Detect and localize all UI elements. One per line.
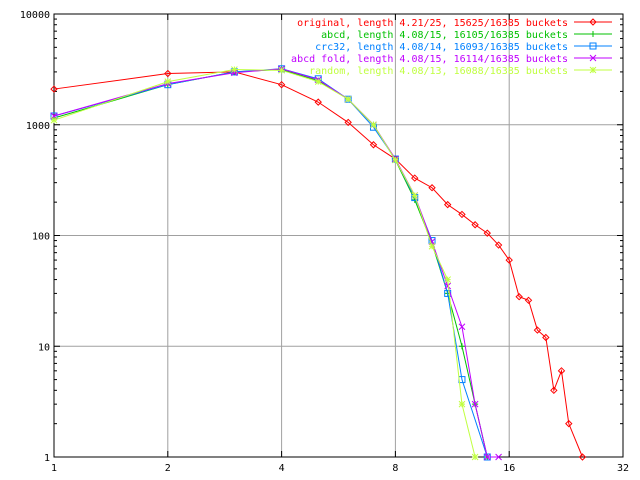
- data-point: [231, 66, 238, 73]
- data-point: [471, 221, 479, 229]
- data-point: [231, 69, 238, 77]
- data-point: [458, 323, 466, 331]
- data-point: [589, 66, 597, 74]
- data-point: [164, 78, 172, 86]
- data-point: [444, 282, 452, 290]
- data-point: [578, 453, 587, 461]
- y-tick-label: 1: [44, 453, 50, 464]
- data-point: [278, 66, 285, 74]
- data-point: [565, 419, 573, 428]
- data-point: [524, 296, 533, 304]
- data-point: [411, 192, 419, 199]
- data-point: [344, 95, 352, 103]
- legend: original, length 4.21/25, 15625/16385 bu…: [291, 18, 612, 77]
- x-tick-label: 4: [279, 463, 285, 474]
- data-point: [557, 367, 566, 375]
- data-point: [50, 85, 58, 93]
- axis-ticks: 1 2 4 8 16 32 1 10 100 1000 10000: [20, 10, 629, 474]
- y-tick-label: 1000: [26, 121, 50, 132]
- y-tick-label: 100: [32, 232, 50, 243]
- data-point: [495, 453, 502, 461]
- data-point: [458, 343, 465, 350]
- x-tick-label: 1: [51, 463, 57, 474]
- data-point: [458, 210, 466, 219]
- data-point: [533, 326, 542, 334]
- data-point: [515, 293, 523, 301]
- series-5: [50, 66, 479, 461]
- x-tick-label: 16: [503, 463, 515, 474]
- data-point: [542, 333, 550, 342]
- data-point: [369, 141, 378, 149]
- series-line: [53, 71, 583, 458]
- data-point: [50, 116, 58, 124]
- series-layer: [50, 65, 587, 461]
- data-point: [428, 184, 436, 192]
- series-line: [53, 68, 499, 458]
- legend-label: random, length 4.08/13, 16088/16385 buck…: [309, 66, 568, 77]
- grid: [54, 14, 623, 457]
- data-point: [314, 78, 322, 86]
- series-line: [53, 69, 488, 458]
- data-point: [550, 386, 558, 395]
- data-point: [314, 98, 322, 106]
- series-line: [53, 69, 476, 458]
- legend-label: abcd fold, length 4.08/15, 16114/16385 b…: [291, 54, 568, 65]
- data-point: [458, 400, 466, 408]
- data-point: [370, 121, 377, 129]
- data-point: [428, 242, 436, 250]
- series-line: [53, 68, 488, 458]
- legend-label: abcd, length 4.08/15, 16105/16385 bucket…: [321, 30, 568, 41]
- data-point: [505, 256, 513, 264]
- series-2: [51, 66, 491, 460]
- data-point: [164, 69, 172, 78]
- data-point: [589, 18, 597, 26]
- data-point: [411, 174, 419, 182]
- data-point: [483, 229, 491, 237]
- x-tick-label: 8: [392, 463, 398, 474]
- data-point: [444, 276, 452, 283]
- legend-label: crc32, length 4.08/14, 16093/16385 bucke…: [315, 42, 568, 53]
- data-point: [494, 241, 503, 249]
- data-point: [590, 31, 596, 37]
- y-tick-label: 10: [38, 342, 50, 353]
- x-tick-label: 32: [617, 463, 629, 474]
- data-point: [392, 156, 399, 164]
- data-point: [277, 80, 286, 89]
- data-point: [443, 200, 452, 209]
- legend-label: original, length 4.21/25, 15625/16385 bu…: [297, 18, 568, 29]
- data-point: [471, 400, 479, 408]
- x-tick-label: 2: [165, 463, 171, 474]
- y-tick-label: 10000: [20, 10, 50, 21]
- data-point: [471, 453, 479, 461]
- data-point: [483, 453, 491, 461]
- data-point: [589, 54, 597, 62]
- series-1: [50, 68, 587, 461]
- data-point: [589, 42, 597, 50]
- data-point: [344, 118, 352, 127]
